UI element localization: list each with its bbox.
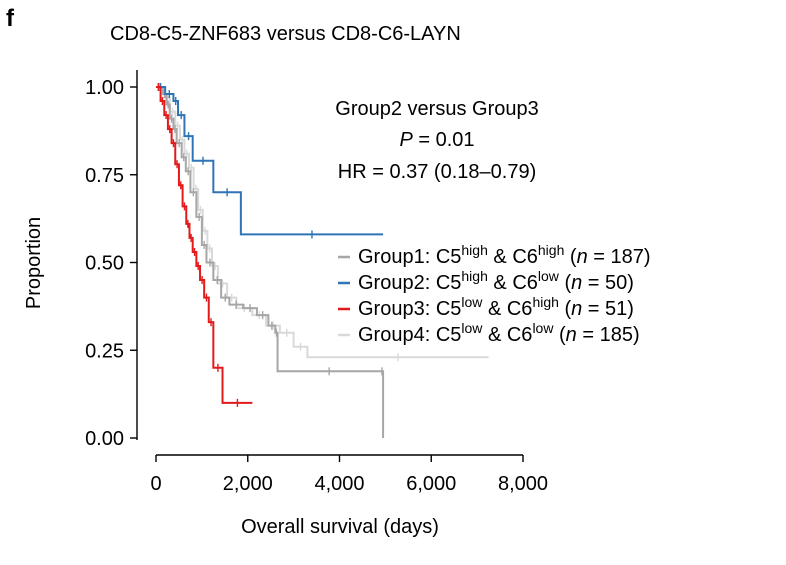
x-tick-label: 4,000 (314, 473, 364, 495)
legend-label-group1: Group1: C5high & C6high (n = 187) (358, 242, 651, 268)
x-axis-label: Overall survival (days) (241, 516, 439, 538)
x-tick-label: 2,000 (223, 473, 273, 495)
x-tick-label: 0 (150, 473, 161, 495)
legend: Group1: C5high & C6high (n = 187)Group2:… (338, 242, 651, 346)
annotation-hazard-ratio: HR = 0.37 (0.18–0.79) (338, 161, 536, 183)
axes (136, 70, 523, 456)
y-tick-label: 0.50 (85, 253, 124, 275)
x-ticks: 0 2,000 4,000 6,000 8,000 (150, 455, 548, 495)
y-axis-label: Proportion (23, 217, 45, 309)
y-tick-label: 0.25 (85, 340, 124, 362)
y-ticks: 0.00 0.25 0.50 0.75 1.00 (85, 77, 137, 450)
survival-curve-group1 (156, 86, 385, 438)
chart-title: CD8-C5-ZNF683 versus CD8-C6-LAYN (110, 23, 461, 45)
stats-annotation: Group2 versus Group3 P = 0.01 HR = 0.37 … (335, 98, 538, 183)
p-label: P (399, 129, 413, 151)
y-tick-label: 0.75 (85, 165, 124, 187)
x-tick-label: 8,000 (498, 473, 548, 495)
p-value: = 0.01 (413, 129, 475, 151)
legend-label-group3: Group3: C5low & C6high (n = 51) (358, 294, 634, 320)
panel-label: f (6, 5, 15, 32)
legend-label-group4: Group4: C5low & C6low (n = 185) (358, 320, 640, 346)
annotation-comparison: Group2 versus Group3 (335, 98, 538, 120)
legend-label-group2: Group2: C5high & C6low (n = 50) (358, 268, 634, 294)
survival-curves (156, 83, 489, 438)
annotation-p-value: P = 0.01 (399, 129, 474, 151)
x-tick-label: 6,000 (406, 473, 456, 495)
y-tick-label: 0.00 (85, 428, 124, 450)
y-tick-label: 1.00 (85, 77, 124, 99)
